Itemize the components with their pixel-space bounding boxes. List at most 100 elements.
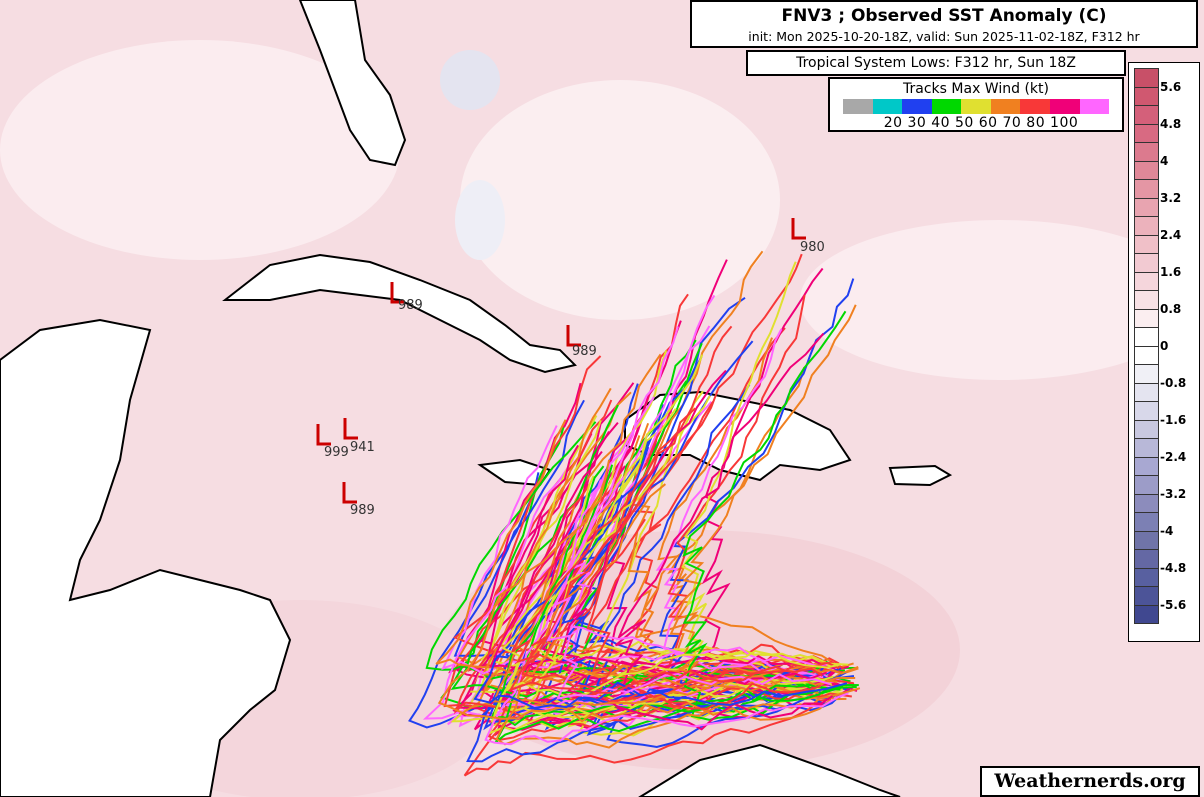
low-marker: 980 xyxy=(791,218,825,255)
colorbar-tick: -2.4 xyxy=(1160,449,1187,464)
low-pressure-label: 989 xyxy=(398,298,423,313)
florida xyxy=(298,0,407,167)
storm-track xyxy=(586,325,840,703)
colorbar-box xyxy=(1134,456,1159,476)
storm-track xyxy=(700,267,855,685)
low-pressure-label: 999 xyxy=(324,445,349,460)
map-subtitle: init: Mon 2025-10-20-18Z, valid: Sun 202… xyxy=(748,29,1140,44)
wind-legend-title: Tracks Max Wind (kt) xyxy=(903,81,1049,97)
colorbar-box xyxy=(1134,179,1159,199)
storm-track xyxy=(673,304,857,695)
colorbar-tick: -4 xyxy=(1160,523,1174,538)
storm-track xyxy=(522,395,833,723)
wind-swatch xyxy=(931,99,962,114)
colorbar-box xyxy=(1134,493,1159,513)
tropical-lows: 980 989 989 999 941 989 xyxy=(316,218,825,518)
storm-track xyxy=(488,475,834,735)
colorbar-tick: 0 xyxy=(1160,338,1169,353)
colorbar-box xyxy=(1134,530,1159,550)
colorbar-box xyxy=(1134,475,1159,495)
colorbar-box xyxy=(1134,197,1159,217)
low-pressure-label: 989 xyxy=(350,503,375,518)
colorbar-box xyxy=(1134,419,1159,439)
colorbar-tick: 4.8 xyxy=(1160,116,1182,131)
colorbar-tick: -5.6 xyxy=(1160,597,1187,612)
wind-legend: Tracks Max Wind (kt) 20 30 40 50 60 70 8… xyxy=(828,77,1124,132)
watermark: Weathernerds.org xyxy=(980,766,1200,797)
low-pressure-label: 941 xyxy=(350,440,375,455)
low-marker: 989 xyxy=(342,482,375,518)
storm-track xyxy=(569,294,828,667)
colorbar-tick: 2.4 xyxy=(1160,227,1182,242)
wind-swatch xyxy=(1079,99,1110,114)
colorbar-box xyxy=(1134,401,1159,421)
colorbar-box xyxy=(1134,271,1159,291)
low-marker: 989 xyxy=(566,325,597,359)
wind-swatch xyxy=(990,99,1021,114)
land xyxy=(0,0,953,797)
colorbar-box xyxy=(1134,438,1159,458)
colorbar-tick: -0.8 xyxy=(1160,375,1187,390)
storm-track xyxy=(546,326,831,700)
low-pressure-label: 980 xyxy=(800,240,825,255)
colorbar-box xyxy=(1134,549,1159,569)
colorbar-tick: 4 xyxy=(1160,153,1169,168)
colorbar-box xyxy=(1134,234,1159,254)
storm-track xyxy=(441,425,824,679)
colorbar-box xyxy=(1134,567,1159,587)
colorbar-box xyxy=(1134,308,1159,328)
wind-swatch xyxy=(902,99,932,114)
yucatan-central-america xyxy=(0,318,292,797)
colorbar-box xyxy=(1134,160,1159,180)
sst-colorbar: 5.6 4.8 4 3.2 2.4 1.6 0.8 0 -0.8 -1.6 -2.4 -3.2 -4 -4… xyxy=(1128,62,1200,642)
storm-track xyxy=(682,310,847,721)
wind-legend-labels: 20 30 40 50 60 70 80 100 xyxy=(883,115,1079,131)
colorbar-box xyxy=(1134,123,1159,143)
colorbar-box xyxy=(1134,290,1159,310)
south-america xyxy=(638,743,901,797)
storm-track xyxy=(489,422,836,670)
colorbar-box xyxy=(1134,604,1159,624)
colorbar-tick: -3.2 xyxy=(1160,486,1187,501)
colorbar-tick: 0.8 xyxy=(1160,301,1182,316)
wind-legend-swatches xyxy=(843,99,1110,114)
cuba xyxy=(222,253,577,374)
colorbar-box xyxy=(1134,586,1159,606)
storm-track xyxy=(559,369,834,731)
storm-track xyxy=(627,250,832,663)
colorbar-box xyxy=(1134,382,1159,402)
colorbar-box xyxy=(1134,345,1159,365)
lows-label: Tropical System Lows: F312 hr, Sun 18Z xyxy=(746,50,1126,76)
storm-track xyxy=(614,332,828,695)
colorbar-box xyxy=(1134,364,1159,384)
colorbar-box xyxy=(1134,68,1159,88)
storm-track xyxy=(521,401,822,710)
low-marker: 999 xyxy=(316,424,349,460)
puerto-rico xyxy=(888,464,953,487)
storm-track xyxy=(463,518,832,777)
colorbar-tick: -1.6 xyxy=(1160,412,1187,427)
colorbar-tick: -4.8 xyxy=(1160,560,1187,575)
colorbar-box xyxy=(1134,327,1159,347)
wind-swatch xyxy=(872,99,903,114)
colorbar-box xyxy=(1134,105,1159,125)
wind-swatch xyxy=(1020,99,1050,114)
wind-swatch xyxy=(961,99,991,114)
colorbar-tick: 5.6 xyxy=(1160,79,1182,94)
colorbar-box xyxy=(1134,253,1159,273)
title-panel: FNV3 ; Observed SST Anomaly (C) init: Mo… xyxy=(690,0,1198,48)
low-pressure-label: 989 xyxy=(572,344,597,359)
map-title: FNV3 ; Observed SST Anomaly (C) xyxy=(781,6,1107,26)
storm-tracks xyxy=(408,250,861,777)
storm-track xyxy=(494,465,859,744)
wind-swatch xyxy=(1049,99,1080,114)
low-marker: 989 xyxy=(390,282,423,313)
colorbar-box xyxy=(1134,86,1159,106)
colorbar-tick: 3.2 xyxy=(1160,190,1182,205)
colorbar-box xyxy=(1134,216,1159,236)
storm-track xyxy=(495,483,861,749)
colorbar-box xyxy=(1134,512,1159,532)
wind-swatch xyxy=(843,99,873,114)
storm-track xyxy=(508,407,823,694)
